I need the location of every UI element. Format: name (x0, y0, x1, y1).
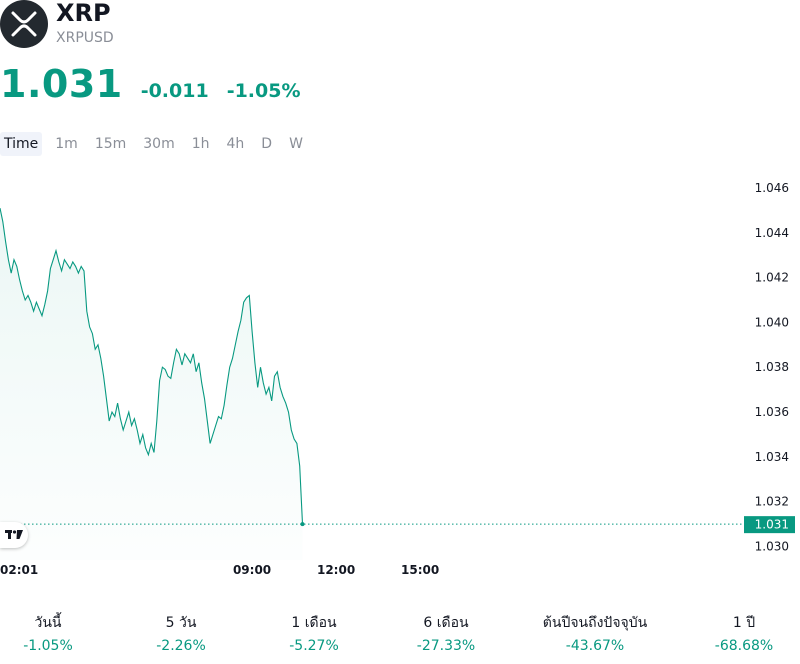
x-tick-label: 15:00 (401, 563, 439, 577)
xrp-logo-icon (0, 0, 48, 48)
period-value: -68.68% (714, 638, 774, 654)
y-tick-label: 1.046 (755, 181, 789, 195)
price-change-percent: -1.05% (226, 80, 301, 102)
current-price: 1.031 (0, 62, 123, 106)
period-label: 6 เดือน (423, 615, 469, 631)
x-tick-label: 02:01 (0, 563, 38, 577)
x-tick-label: 09:00 (233, 563, 271, 577)
y-tick-label: 1.034 (755, 450, 789, 464)
period-value: -43.67% (565, 638, 625, 654)
tab-time[interactable]: Time (0, 132, 43, 156)
last-price-badge-label: 1.031 (755, 518, 789, 532)
period-6-months[interactable]: 6 เดือน -27.33% (398, 612, 494, 654)
tab-1m[interactable]: 1m (55, 136, 78, 152)
period-label: วันนี้ (34, 615, 62, 631)
price-chart[interactable]: 1.046 1.044 1.042 1.040 1.038 1.036 1.034 1.032… (0, 170, 800, 590)
period-1-year[interactable]: 1 ปี -68.68% (696, 612, 792, 654)
period-label: 1 ปี (732, 615, 756, 631)
tab-d[interactable]: D (261, 136, 273, 152)
period-label: 1 เดือน (291, 615, 337, 631)
tradingview-logo-icon[interactable] (0, 522, 28, 548)
tab-w[interactable]: W (289, 136, 303, 152)
y-tick-label: 1.030 (755, 540, 789, 554)
period-5-days[interactable]: 5 วัน -2.26% (133, 612, 229, 654)
series-line (0, 207, 304, 525)
period-value: -5.27% (289, 638, 339, 654)
series-area (0, 208, 303, 560)
period-ytd[interactable]: ต้นปีจนถึงปัจจุบัน -43.67% (520, 612, 670, 654)
interval-tabs: Time 1m 15m 30m 1h 4h D W (0, 132, 316, 156)
period-label: ต้นปีจนถึงปัจจุบัน (542, 615, 648, 631)
tab-15m[interactable]: 15m (94, 136, 127, 152)
y-tick-label: 1.036 (755, 405, 789, 419)
y-tick-label: 1.042 (755, 271, 789, 285)
x-tick-label: 12:00 (317, 563, 355, 577)
last-price-point (300, 522, 305, 527)
tab-4h[interactable]: 4h (226, 136, 245, 152)
period-1-month[interactable]: 1 เดือน -5.27% (266, 612, 362, 654)
period-label: 5 วัน (165, 615, 197, 631)
price-change: -0.011 (140, 80, 209, 102)
price-row: 1.031 -0.011 -1.05% (0, 62, 301, 106)
period-value: -2.26% (156, 638, 206, 654)
last-price-badge (744, 516, 795, 534)
y-tick-label: 1.044 (755, 226, 789, 240)
period-value: -1.05% (23, 638, 73, 654)
period-today[interactable]: วันนี้ -1.05% (0, 612, 96, 654)
y-tick-label: 1.040 (755, 315, 789, 329)
tab-30m[interactable]: 30m (143, 136, 175, 152)
y-tick-label: 1.032 (755, 495, 789, 509)
y-tick-label: 1.038 (755, 360, 789, 374)
asset-symbol: XRPUSD (56, 30, 114, 46)
period-value: -27.33% (416, 638, 476, 654)
tab-1h[interactable]: 1h (191, 136, 210, 152)
asset-title: XRP (56, 0, 111, 27)
